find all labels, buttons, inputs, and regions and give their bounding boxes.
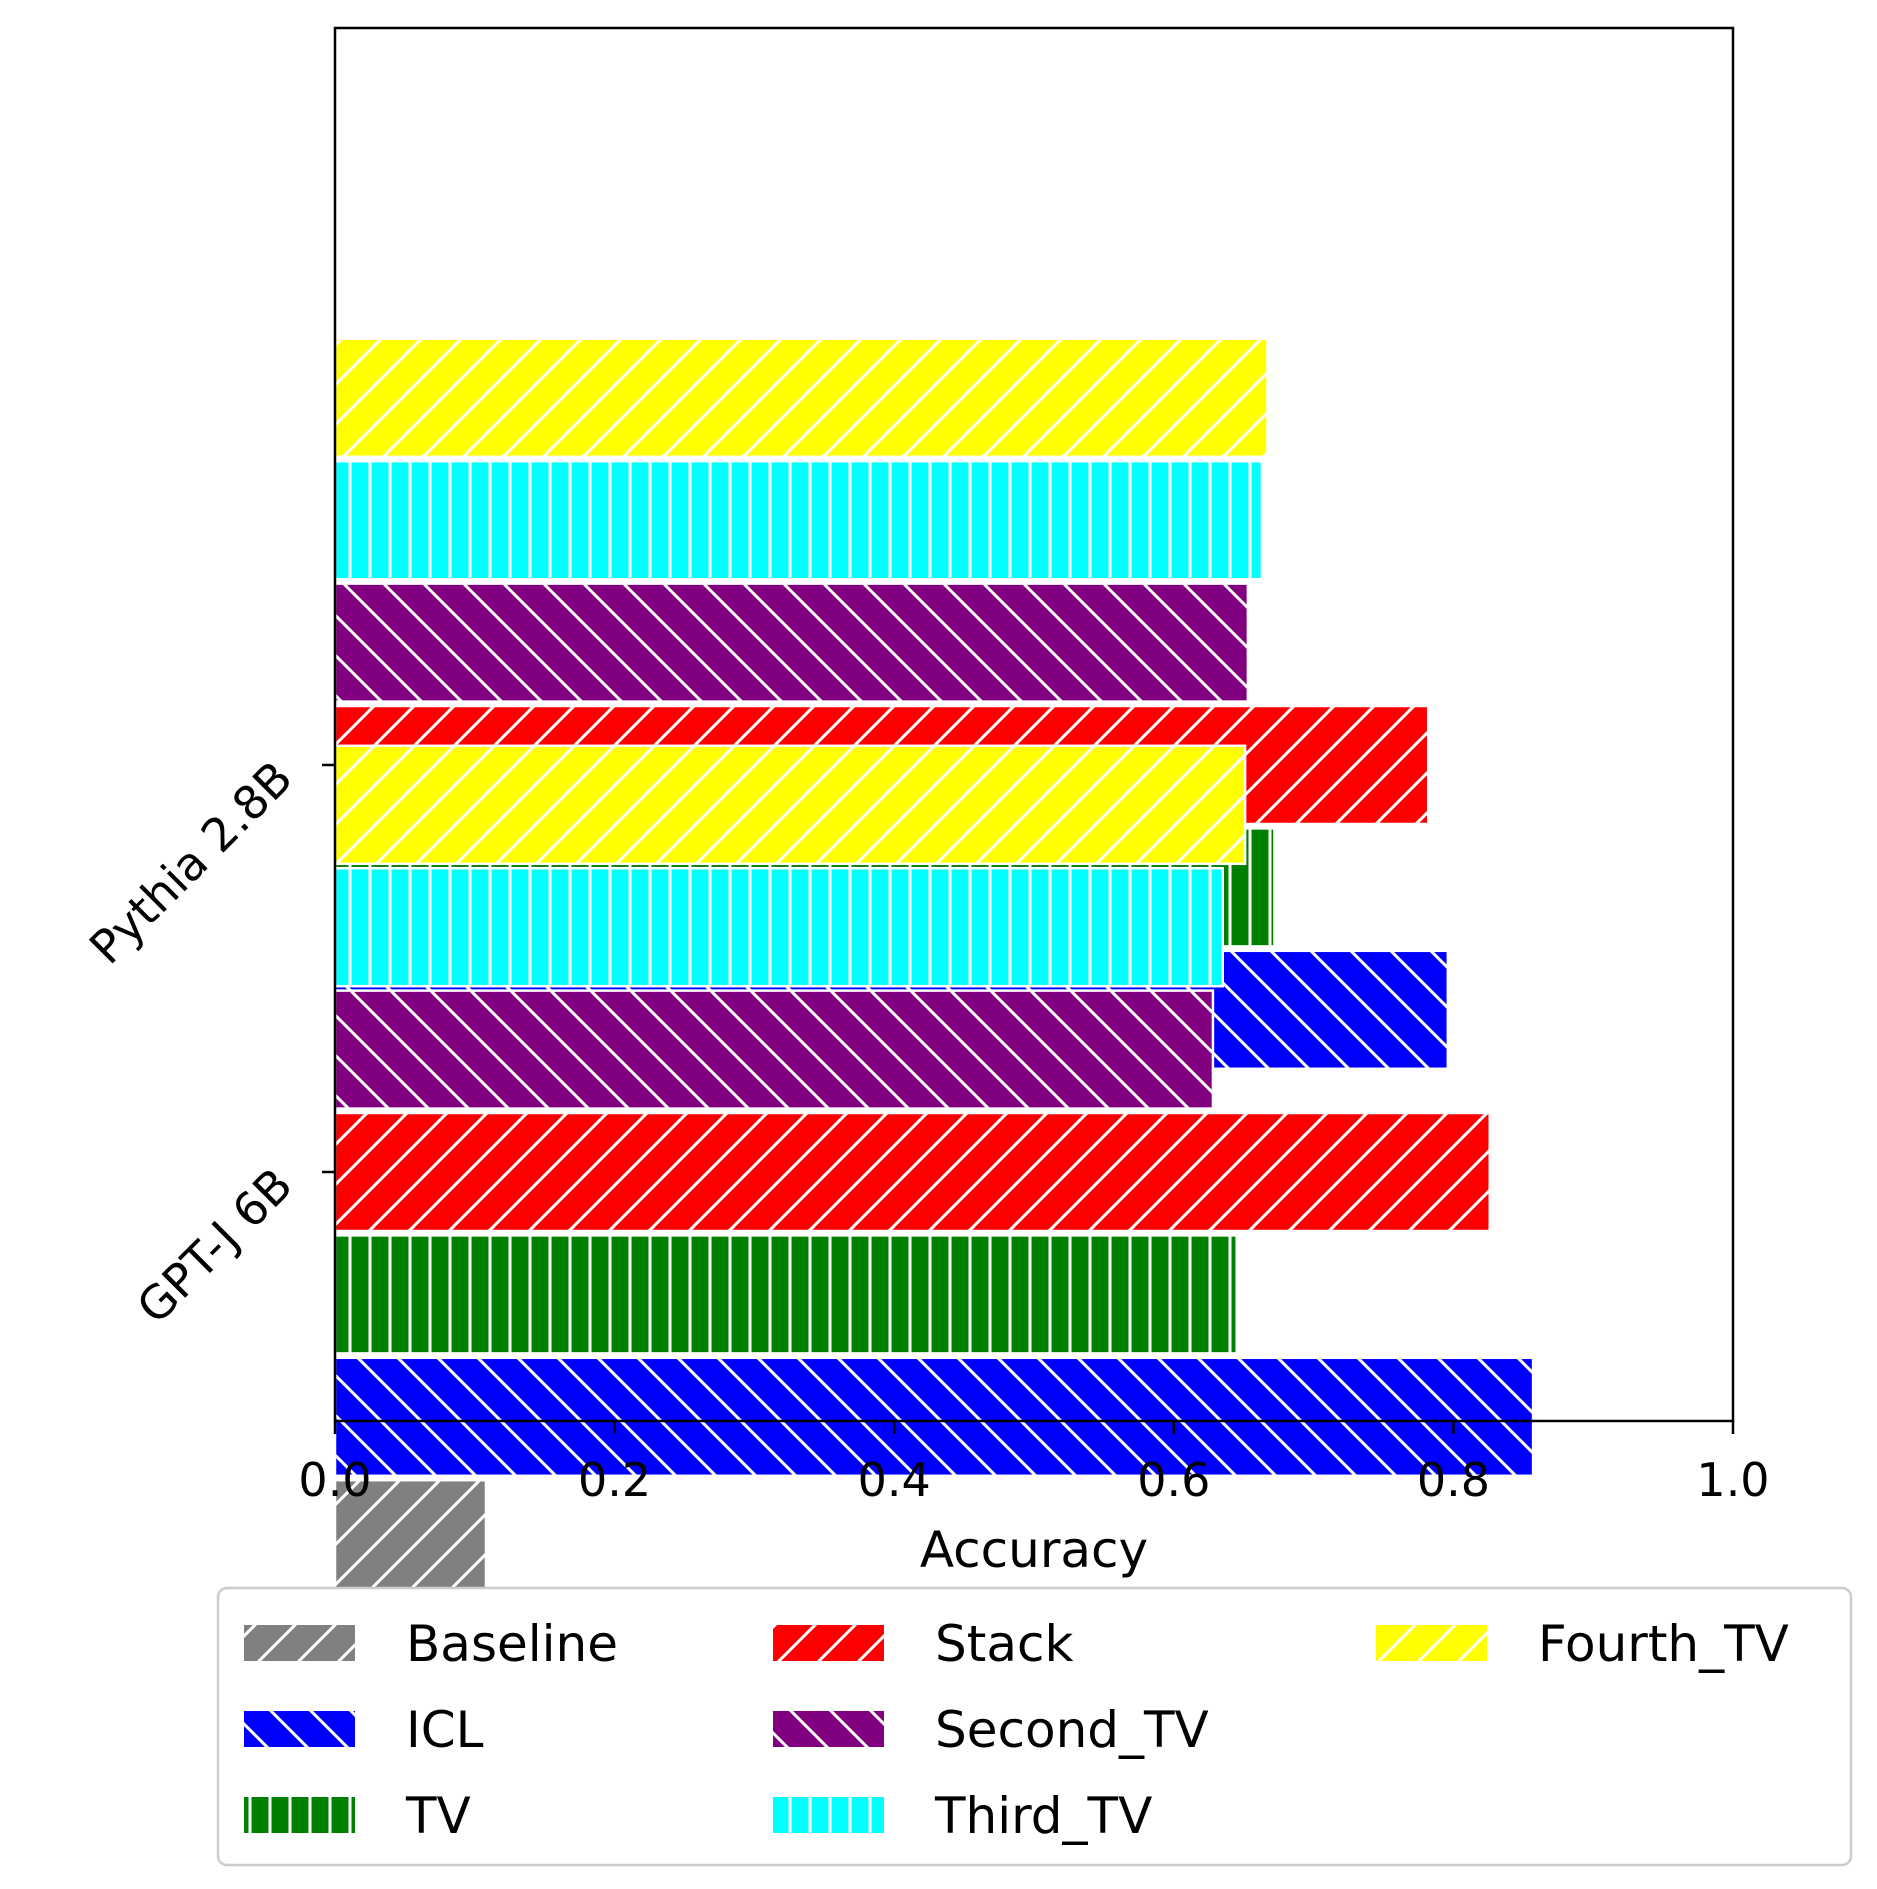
- bar-hatch: [333, 866, 1224, 988]
- y-tick-label-gpt-j-6b: GPT-J 6B: [126, 1158, 302, 1334]
- bar-hatch: [333, 582, 1250, 703]
- x-tick-label: 0.6: [1137, 1453, 1210, 1507]
- bars-layer: [333, 337, 1535, 1600]
- legend-swatch-hatch: [771, 1623, 886, 1663]
- legend-swatch-hatch: [771, 1709, 886, 1749]
- legend-label: ICL: [406, 1701, 484, 1759]
- bar-third-tv-pythia-2-8b: [333, 459, 1264, 581]
- bar-second-tv-pythia-2-8b: [333, 582, 1250, 703]
- legend-item-third-tv: Third_TV: [771, 1787, 1152, 1845]
- legend-item-baseline: Baseline: [242, 1615, 618, 1673]
- bar-fourth-tv-gpt-j-6b: [333, 744, 1247, 866]
- legend-item-stack: Stack: [771, 1615, 1073, 1673]
- legend-item-fourth-tv: Fourth_TV: [1374, 1615, 1789, 1673]
- x-axis-title: Accuracy: [920, 1521, 1148, 1579]
- legend-swatch-hatch: [242, 1623, 357, 1663]
- plot-frame: [333, 26, 1735, 1423]
- legend-label: Second_TV: [935, 1701, 1209, 1759]
- legend-item-second-tv: Second_TV: [771, 1701, 1209, 1759]
- bar-fourth-tv-pythia-2-8b: [333, 337, 1269, 459]
- legend-item-icl: ICL: [242, 1701, 484, 1759]
- bar-second-tv-gpt-j-6b: [333, 989, 1215, 1110]
- x-tick-label: 0.8: [1417, 1453, 1490, 1507]
- x-axis: 0.0 0.2 0.4 0.6 0.8 1.0: [298, 1421, 1770, 1507]
- y-axis: GPT-J 6B Pythia 2.8B: [79, 751, 335, 1334]
- bar-hatch: [333, 744, 1247, 866]
- bar-third-tv-gpt-j-6b: [333, 866, 1224, 988]
- y-tick-label-pythia-2-8b: Pythia 2.8B: [79, 751, 303, 975]
- legend-swatch-hatch: [1374, 1623, 1489, 1663]
- bar-hatch: [333, 1356, 1535, 1478]
- bar-hatch: [333, 1478, 488, 1600]
- x-tick-label: 1.0: [1696, 1453, 1769, 1507]
- x-tick-label: 0.4: [858, 1453, 931, 1507]
- legend-item-tv: TV: [242, 1787, 471, 1845]
- legend-swatch-hatch: [242, 1709, 357, 1749]
- x-tick-label: 0.2: [578, 1453, 651, 1507]
- legend: Baseline ICL TV Stack Second_TV Third_TV Fourt…: [216, 1586, 1853, 1867]
- bar-hatch: [333, 337, 1269, 459]
- legend-swatch-hatch: [242, 1795, 357, 1835]
- bar-baseline-gpt-j-6b: [333, 1478, 488, 1600]
- legend-label: Baseline: [406, 1615, 618, 1673]
- bar-hatch: [333, 459, 1264, 581]
- x-tick-label: 0.0: [298, 1453, 371, 1507]
- bar-hatch: [333, 1111, 1491, 1233]
- bar-hatch: [333, 989, 1215, 1110]
- legend-label: Third_TV: [934, 1787, 1152, 1845]
- legend-swatch-hatch: [771, 1795, 886, 1835]
- bar-stack-gpt-j-6b: [333, 1111, 1491, 1233]
- legend-label: Fourth_TV: [1538, 1615, 1789, 1673]
- bar-hatch: [333, 1234, 1238, 1355]
- legend-label: Stack: [935, 1615, 1073, 1673]
- bar-icl-gpt-j-6b: [333, 1356, 1535, 1478]
- legend-label: TV: [405, 1787, 471, 1845]
- bar-tv-gpt-j-6b: [333, 1234, 1238, 1355]
- legend-items: Baseline ICL TV Stack Second_TV Third_TV Fourt…: [242, 1615, 1789, 1845]
